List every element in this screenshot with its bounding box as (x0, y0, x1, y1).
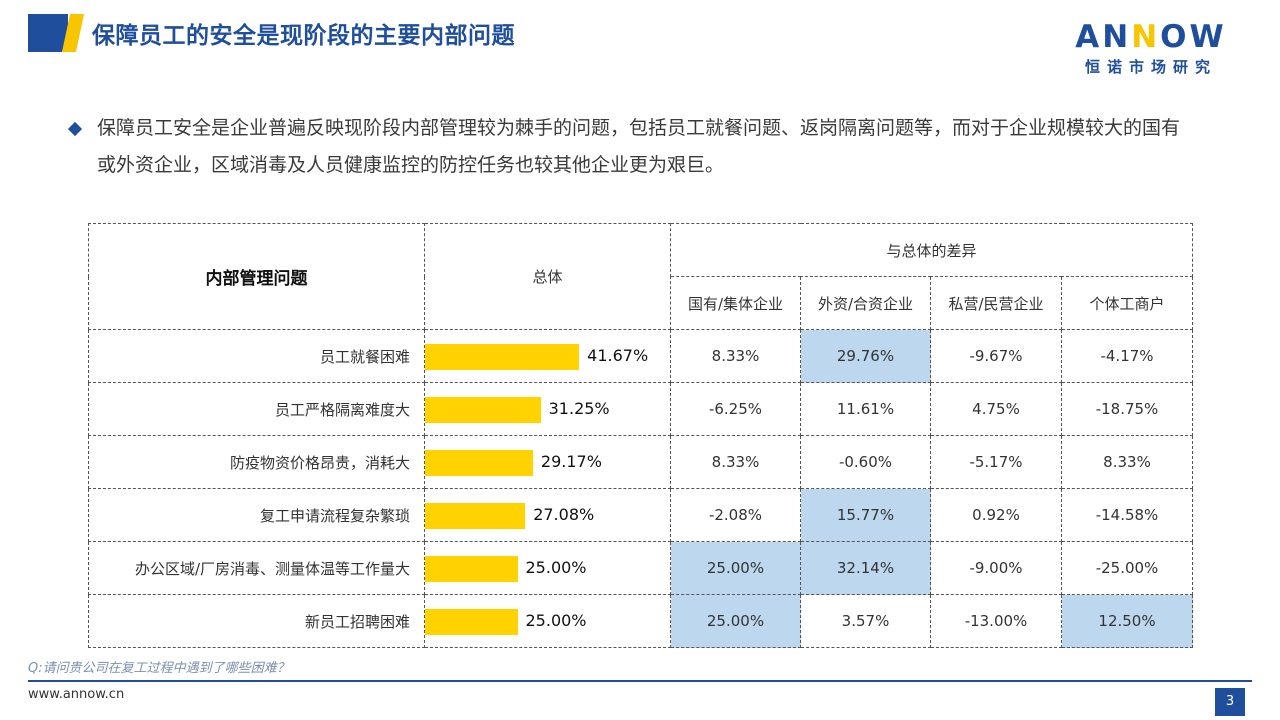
row-label: 防疫物资价格昂贵，消耗大 (88, 435, 425, 489)
summary-bullet: 保障员工安全是企业普遍反映现阶段内部管理较为棘手的问题，包括员工就餐问题、返岗隔… (67, 110, 1181, 184)
diff-cell: 3.57% (800, 594, 931, 648)
diff-cell: -2.08% (670, 488, 801, 542)
header-overall: 总体 (424, 223, 671, 330)
diff-cell: 11.61% (800, 382, 931, 436)
logo-subtitle: 恒诺市场研究 (1084, 58, 1217, 76)
table-row: 员工就餐困难 41.67% 8.33% 29.76% -9.67% -4.17% (88, 329, 1194, 383)
overall-cell: 25.00% (424, 541, 671, 595)
title-bar: 保障员工的安全是现阶段的主要内部问题 (28, 14, 515, 52)
table-row: 复工申请流程复杂繁琐 27.08% -2.08% 15.77% 0.92% -14.58% (88, 488, 1194, 542)
overall-cell: 25.00% (424, 594, 671, 648)
summary-text: 保障员工安全是企业普遍反映现阶段内部管理较为棘手的问题，包括员工就餐问题、返岗隔… (97, 117, 1181, 176)
header-issue: 内部管理问题 (88, 223, 425, 330)
annow-logo: ANNOW 恒诺市场研究 (1066, 20, 1236, 77)
diff-cell: 8.33% (670, 329, 801, 383)
overall-value: 31.25% (548, 399, 610, 418)
overall-bar (425, 344, 580, 370)
diff-cell: 8.33% (670, 435, 801, 489)
survey-question: Q:请问贵公司在复工过程中遇到了哪些困难？ (28, 661, 290, 676)
overall-value: 41.67% (587, 346, 649, 365)
table-row: 办公区域/厂房消毒、测量体温等工作量大 25.00% 25.00% 32.14% -9.… (88, 541, 1194, 595)
diff-cell: -13.00% (930, 594, 1062, 648)
diff-cell: -9.67% (930, 329, 1062, 383)
diff-cell: 32.14% (800, 541, 931, 595)
header-diff: 与总体的差异 (669, 223, 1194, 277)
header-group: 个体工商户 (1060, 276, 1194, 330)
overall-cell: 27.08% (424, 488, 671, 542)
overall-value: 27.08% (533, 505, 595, 524)
diff-cell: 12.50% (1060, 594, 1194, 648)
overall-value: 25.00% (525, 611, 587, 630)
row-label: 复工申请流程复杂繁琐 (88, 488, 425, 542)
diff-cell: -14.58% (1060, 488, 1194, 542)
row-label: 员工就餐困难 (88, 329, 425, 383)
overall-cell: 41.67% (424, 329, 671, 383)
diff-cell: 25.00% (670, 594, 801, 648)
overall-bar (425, 397, 541, 423)
diff-cell: 4.75% (930, 382, 1062, 436)
overall-cell: 29.17% (424, 435, 671, 489)
header-group: 外资/合资企业 (800, 276, 931, 330)
overall-value: 25.00% (525, 558, 587, 577)
diff-cell: 25.00% (670, 541, 801, 595)
row-label: 员工严格隔离难度大 (88, 382, 425, 436)
logo-word-suffix: OW (1160, 19, 1227, 55)
overall-bar (425, 503, 526, 529)
overall-value: 29.17% (540, 452, 602, 471)
title-decoration (28, 14, 85, 52)
diff-cell: 8.33% (1060, 435, 1194, 489)
page-title: 保障员工的安全是现阶段的主要内部问题 (92, 23, 515, 49)
diff-cell: -25.00% (1060, 541, 1194, 595)
table-row: 员工严格隔离难度大 31.25% -6.25% 11.61% 4.75% -18.75% (88, 382, 1194, 436)
diff-cell: 15.77% (800, 488, 931, 542)
diff-cell: -4.17% (1060, 329, 1194, 383)
page-number: 3 (1215, 688, 1245, 716)
overall-bar (425, 556, 518, 582)
diff-cell: 29.76% (800, 329, 931, 383)
logo-word-accent: N (1131, 19, 1161, 55)
overall-bar (425, 609, 518, 635)
logo-word-prefix: AN (1075, 19, 1132, 55)
diff-cell: -5.17% (930, 435, 1062, 489)
table-row: 防疫物资价格昂贵，消耗大 29.17% 8.33% -0.60% -5.17% 8.33% (88, 435, 1194, 489)
diff-cell: -6.25% (670, 382, 801, 436)
diff-cell: -9.00% (930, 541, 1062, 595)
diff-cell: 0.92% (930, 488, 1062, 542)
diamond-bullet-icon (67, 121, 83, 137)
footer-divider (28, 680, 1252, 682)
header-group: 国有/集体企业 (670, 276, 801, 330)
header-group: 私营/民营企业 (930, 276, 1062, 330)
website-url: www.annow.cn (28, 687, 125, 702)
issues-table: 内部管理问题 总体 与总体的差异 国有/集体企业 外资/合资企业 私营/民营企业… (88, 223, 1194, 648)
row-label: 办公区域/厂房消毒、测量体温等工作量大 (88, 541, 425, 595)
logo-wordmark: ANNOW (1066, 20, 1236, 54)
row-label: 新员工招聘困难 (88, 594, 425, 648)
overall-bar (425, 450, 533, 476)
diff-cell: -0.60% (800, 435, 931, 489)
table-row: 新员工招聘困难 25.00% 25.00% 3.57% -13.00% 12.50% (88, 594, 1194, 648)
overall-cell: 31.25% (424, 382, 671, 436)
diff-cell: -18.75% (1060, 382, 1194, 436)
